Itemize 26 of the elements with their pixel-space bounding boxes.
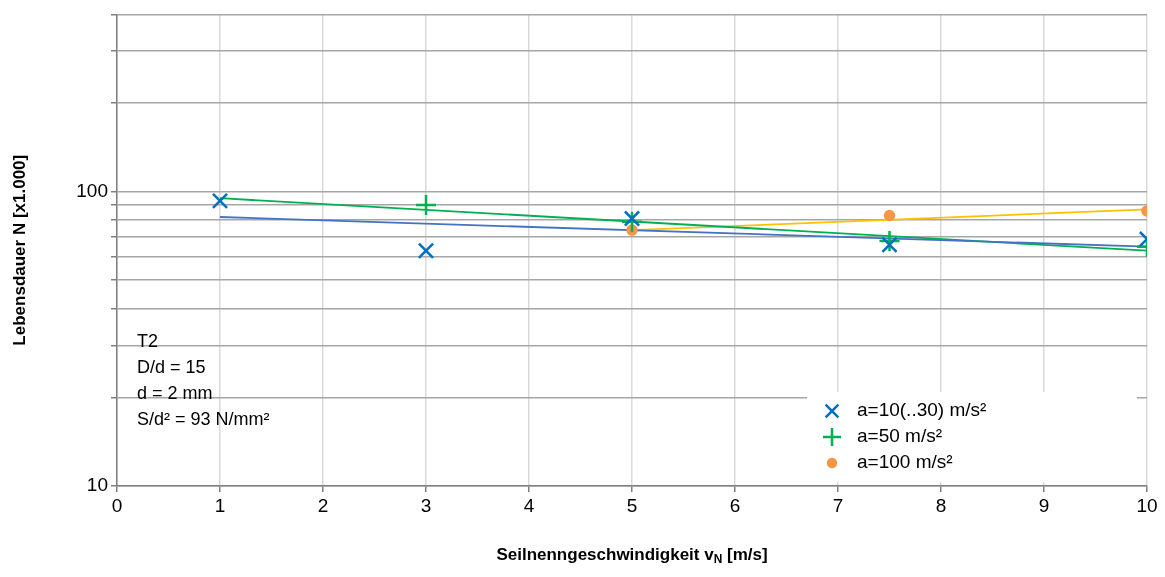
x-tick-label: 9 xyxy=(1038,494,1050,516)
legend-label: a=50 m/s² xyxy=(857,425,943,447)
annotation: S/d² = 93 N/mm² xyxy=(137,408,270,429)
annotation: D/d = 15 xyxy=(137,356,206,377)
legend-label: a=100 m/s² xyxy=(857,451,953,473)
x-tick-label: 6 xyxy=(729,494,741,516)
annotation: T2 xyxy=(137,330,159,351)
point xyxy=(623,210,641,227)
x-tick-label: 10 xyxy=(1136,494,1158,516)
x-tick-label: 2 xyxy=(317,494,329,516)
point xyxy=(414,193,438,217)
point xyxy=(883,209,896,222)
x-tick-label: 7 xyxy=(832,494,844,516)
annotation: d = 2 mm xyxy=(137,382,213,403)
x-tick-label: 4 xyxy=(523,494,535,516)
point xyxy=(211,192,229,210)
point xyxy=(881,236,898,254)
x-tick-label: 1 xyxy=(214,494,226,516)
y-axis-title: Lebensdauer N [x1.000] xyxy=(9,154,29,346)
x-tick-label: 8 xyxy=(935,494,947,516)
x-tick-label: 5 xyxy=(626,494,638,516)
point xyxy=(417,242,435,260)
legend-label: a=10(..30) m/s² xyxy=(857,399,987,421)
x-tick-label: 0 xyxy=(111,494,123,516)
y-tick-label: 100 xyxy=(76,179,108,201)
x-tick-label: 3 xyxy=(420,494,432,516)
